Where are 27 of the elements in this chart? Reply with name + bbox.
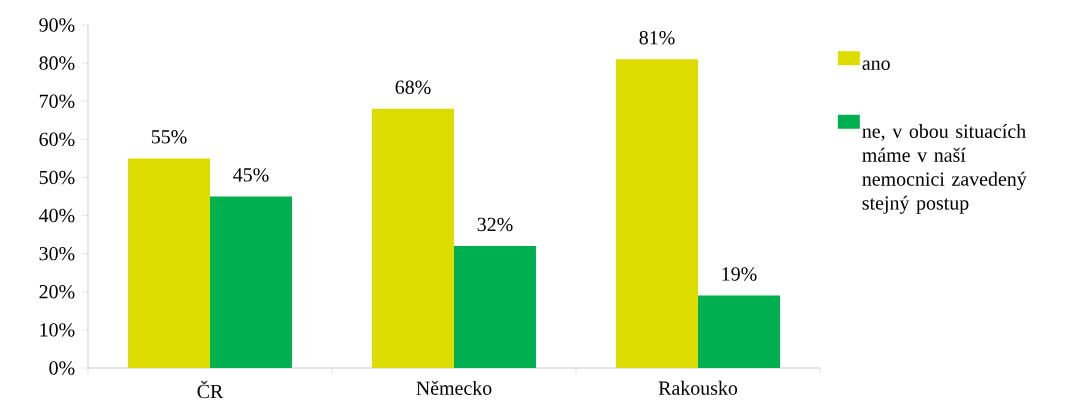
y-tick-label: 30% — [39, 246, 75, 261]
data-label: 32% — [477, 217, 513, 232]
data-label: 55% — [151, 130, 187, 144]
y-tick-label: 70% — [39, 94, 75, 108]
y-tick-label: 50% — [39, 170, 75, 185]
bar — [128, 158, 210, 368]
bar — [454, 246, 536, 368]
bar — [616, 59, 699, 368]
y-tick-label: 60% — [39, 132, 75, 147]
y-tick-label: 90% — [39, 18, 75, 32]
data-label: 45% — [233, 168, 269, 182]
x-tick-label: ČR — [197, 380, 224, 399]
legend-label: ne, v obou situacích máme v naší nemocnici zavedený stejný postup — [862, 123, 1027, 214]
y-tick-label: 10% — [40, 323, 75, 337]
bar — [698, 295, 780, 368]
legend-label: ano — [862, 60, 890, 70]
data-label: 81% — [639, 30, 675, 45]
x-tick-label: Německo — [416, 380, 492, 395]
x-tick-label: Rakousko — [658, 380, 738, 395]
bar — [372, 108, 454, 368]
bar — [210, 196, 292, 368]
y-tick-label: 80% — [39, 56, 75, 70]
y-tick-label: 20% — [39, 285, 75, 299]
y-tick-label: 0% — [49, 361, 75, 375]
y-tick-label: 40% — [39, 208, 75, 223]
data-label: 19% — [722, 267, 757, 281]
data-label: 68% — [395, 80, 431, 95]
